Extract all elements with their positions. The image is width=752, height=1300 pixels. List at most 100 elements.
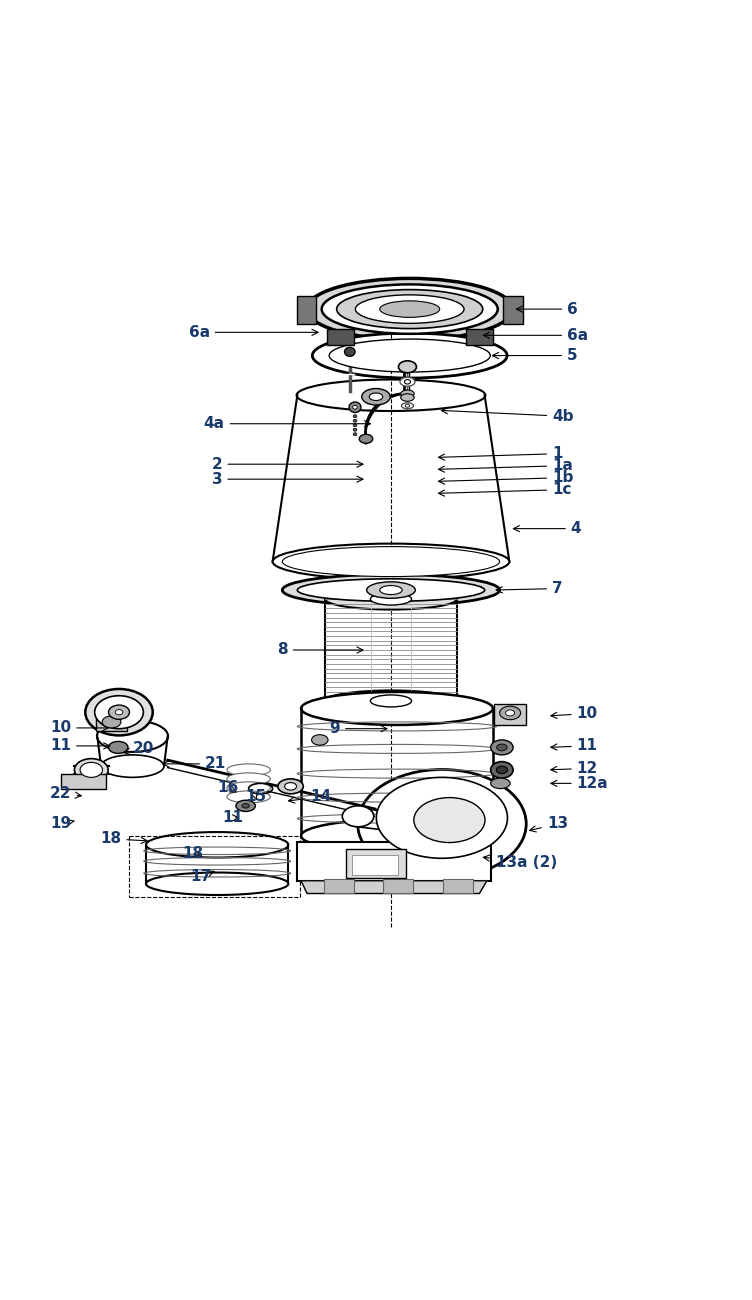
Ellipse shape [297,578,484,602]
Text: 19: 19 [50,816,74,831]
Text: 3: 3 [212,472,363,486]
Text: 6: 6 [517,302,578,317]
Ellipse shape [344,347,355,356]
Ellipse shape [490,779,510,789]
Text: 12a: 12a [551,776,608,790]
Polygon shape [273,395,509,562]
Text: 1a: 1a [438,458,573,473]
Text: 4: 4 [514,521,581,536]
Ellipse shape [74,759,108,781]
Ellipse shape [362,389,390,406]
Ellipse shape [101,755,164,777]
Bar [96,712,127,731]
Ellipse shape [146,872,288,894]
Ellipse shape [284,783,296,790]
Bar [494,703,526,725]
Ellipse shape [80,762,102,777]
Text: 8: 8 [277,642,363,658]
Ellipse shape [359,434,373,443]
Ellipse shape [273,543,509,580]
Polygon shape [97,736,168,766]
Ellipse shape [349,402,361,412]
Ellipse shape [353,415,357,417]
Text: 13: 13 [529,816,568,832]
Text: 4b: 4b [441,408,574,424]
Ellipse shape [401,390,414,398]
Bar [466,329,493,344]
Ellipse shape [108,705,129,719]
Ellipse shape [307,278,513,339]
Polygon shape [325,599,457,701]
Text: 7: 7 [496,581,562,597]
Ellipse shape [371,593,411,605]
Bar [346,849,406,878]
Ellipse shape [358,770,526,878]
Ellipse shape [108,741,128,754]
Text: 20: 20 [124,741,154,757]
Text: 1: 1 [438,446,562,462]
Text: 11: 11 [50,738,110,754]
Text: 10: 10 [50,720,108,736]
Ellipse shape [85,689,153,736]
Ellipse shape [490,762,513,779]
Text: 14: 14 [289,789,331,805]
Ellipse shape [353,428,357,432]
Bar [62,774,106,789]
Ellipse shape [380,300,440,317]
Ellipse shape [380,585,402,594]
Ellipse shape [242,803,250,809]
Text: 18: 18 [183,846,204,862]
Bar [296,295,316,324]
Ellipse shape [115,710,123,715]
Ellipse shape [342,806,374,827]
Text: 18: 18 [100,831,147,846]
Text: 13a (2): 13a (2) [484,855,557,870]
Text: 16: 16 [217,780,238,796]
Text: 17: 17 [190,868,214,884]
Text: 6a: 6a [189,325,318,339]
Polygon shape [301,708,493,836]
Ellipse shape [499,706,520,720]
Text: 21: 21 [162,757,226,771]
Ellipse shape [402,403,414,408]
Ellipse shape [329,339,490,372]
Ellipse shape [405,404,410,407]
Ellipse shape [490,740,513,755]
Text: 12: 12 [550,760,598,776]
Ellipse shape [312,333,507,378]
Text: 5: 5 [493,348,578,363]
Ellipse shape [282,575,499,606]
Ellipse shape [353,406,357,410]
Ellipse shape [277,779,303,794]
Ellipse shape [337,290,483,329]
Ellipse shape [296,380,485,411]
Ellipse shape [400,377,415,386]
Ellipse shape [95,696,144,729]
Text: 1b: 1b [438,471,574,485]
Text: 1c: 1c [438,482,572,497]
Ellipse shape [414,798,485,842]
Text: 6a: 6a [484,328,588,343]
Ellipse shape [282,546,499,577]
Ellipse shape [97,720,168,751]
Bar [297,842,490,881]
Ellipse shape [301,692,493,725]
Ellipse shape [146,832,288,858]
Ellipse shape [102,716,121,728]
Ellipse shape [311,734,328,745]
Ellipse shape [353,433,357,436]
Bar [326,329,353,344]
Ellipse shape [496,766,508,773]
Text: 11: 11 [550,738,598,754]
Ellipse shape [227,764,271,776]
Ellipse shape [227,774,271,785]
Text: 4a: 4a [204,416,371,432]
Text: 11: 11 [223,810,244,826]
Ellipse shape [399,361,417,373]
Ellipse shape [353,424,357,426]
Text: 2: 2 [211,456,363,472]
Ellipse shape [227,781,271,794]
Bar [352,855,399,875]
Polygon shape [146,845,288,884]
Text: 22: 22 [50,786,81,801]
